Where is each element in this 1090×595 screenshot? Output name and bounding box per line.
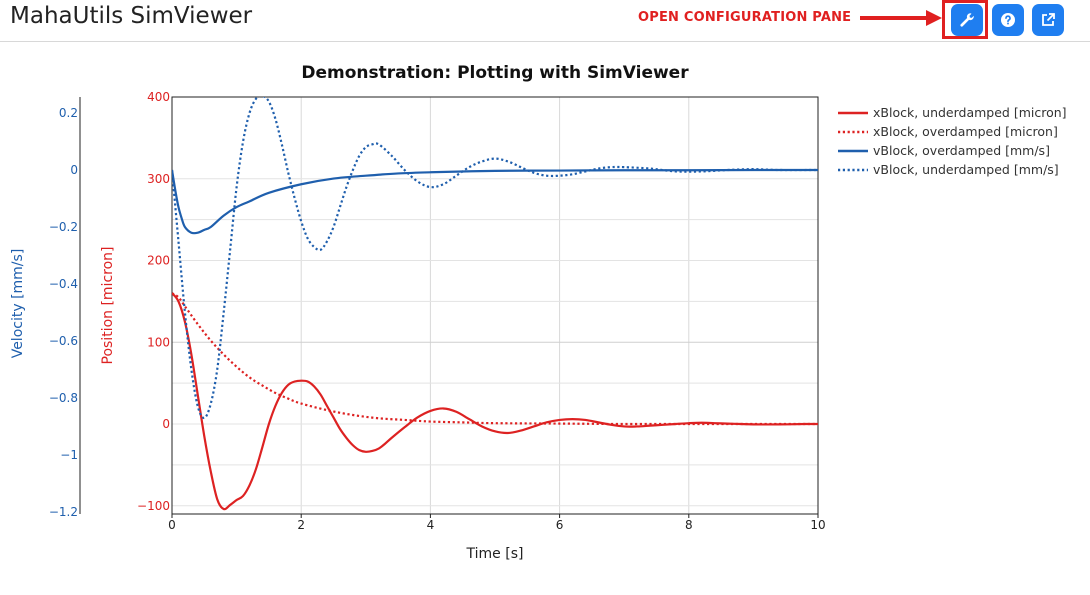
legend-label: xBlock, underdamped [micron]	[873, 105, 1067, 120]
x-tick-label: 6	[556, 518, 564, 532]
velocity-tick-label: −0.2	[49, 220, 78, 234]
position-tick-label: 0	[162, 417, 170, 431]
series-line-3	[172, 97, 818, 420]
callout-arrow-icon	[860, 10, 942, 26]
position-tick-label: 100	[147, 335, 170, 349]
position-tick-label: −100	[137, 499, 170, 513]
x-tick-label: 8	[685, 518, 693, 532]
plot-frame	[171, 96, 819, 515]
velocity-tick-label: −0.4	[49, 277, 78, 291]
position-tick-label: 400	[147, 90, 170, 104]
configure-button[interactable]	[951, 4, 983, 36]
wrench-icon	[960, 13, 974, 27]
position-tick-label: 300	[147, 172, 170, 186]
app-title: MahaUtils SimViewer	[10, 3, 253, 29]
callout-label: OPEN CONFIGURATION PANE	[638, 10, 852, 25]
configure-button-highlight	[942, 0, 988, 39]
help-button[interactable]	[992, 4, 1024, 36]
x-tick-label: 10	[810, 518, 825, 532]
velocity-tick-label: −0.8	[49, 391, 78, 405]
question-circle-icon	[1001, 13, 1015, 27]
position-axis-label: Position [micron]	[100, 247, 116, 365]
legend-label: vBlock, underdamped [mm/s]	[873, 162, 1059, 177]
external-link-icon	[1042, 13, 1055, 26]
velocity-tick-label: −0.6	[49, 334, 78, 348]
velocity-tick-label: −1.2	[49, 505, 78, 519]
series-line-0	[172, 292, 818, 511]
x-tick-label: 0	[168, 518, 176, 532]
header-divider	[0, 41, 1090, 42]
x-tick-label: 4	[427, 518, 435, 532]
velocity-tick-label: 0	[70, 163, 78, 177]
series-line-1	[172, 292, 818, 426]
chart-title: Demonstration: Plotting with SimViewer	[301, 63, 689, 83]
legend-label: xBlock, overdamped [micron]	[873, 124, 1058, 139]
legend-label: vBlock, overdamped [mm/s]	[873, 143, 1050, 158]
velocity-axis-label: Velocity [mm/s]	[10, 249, 26, 359]
x-axis-label: Time [s]	[466, 546, 524, 562]
velocity-tick-label: −1	[60, 448, 78, 462]
series-line-2	[172, 168, 818, 235]
position-tick-label: 200	[147, 254, 170, 268]
open-external-button[interactable]	[1032, 4, 1064, 36]
velocity-tick-label: 0.2	[59, 106, 78, 120]
x-tick-label: 2	[297, 518, 305, 532]
